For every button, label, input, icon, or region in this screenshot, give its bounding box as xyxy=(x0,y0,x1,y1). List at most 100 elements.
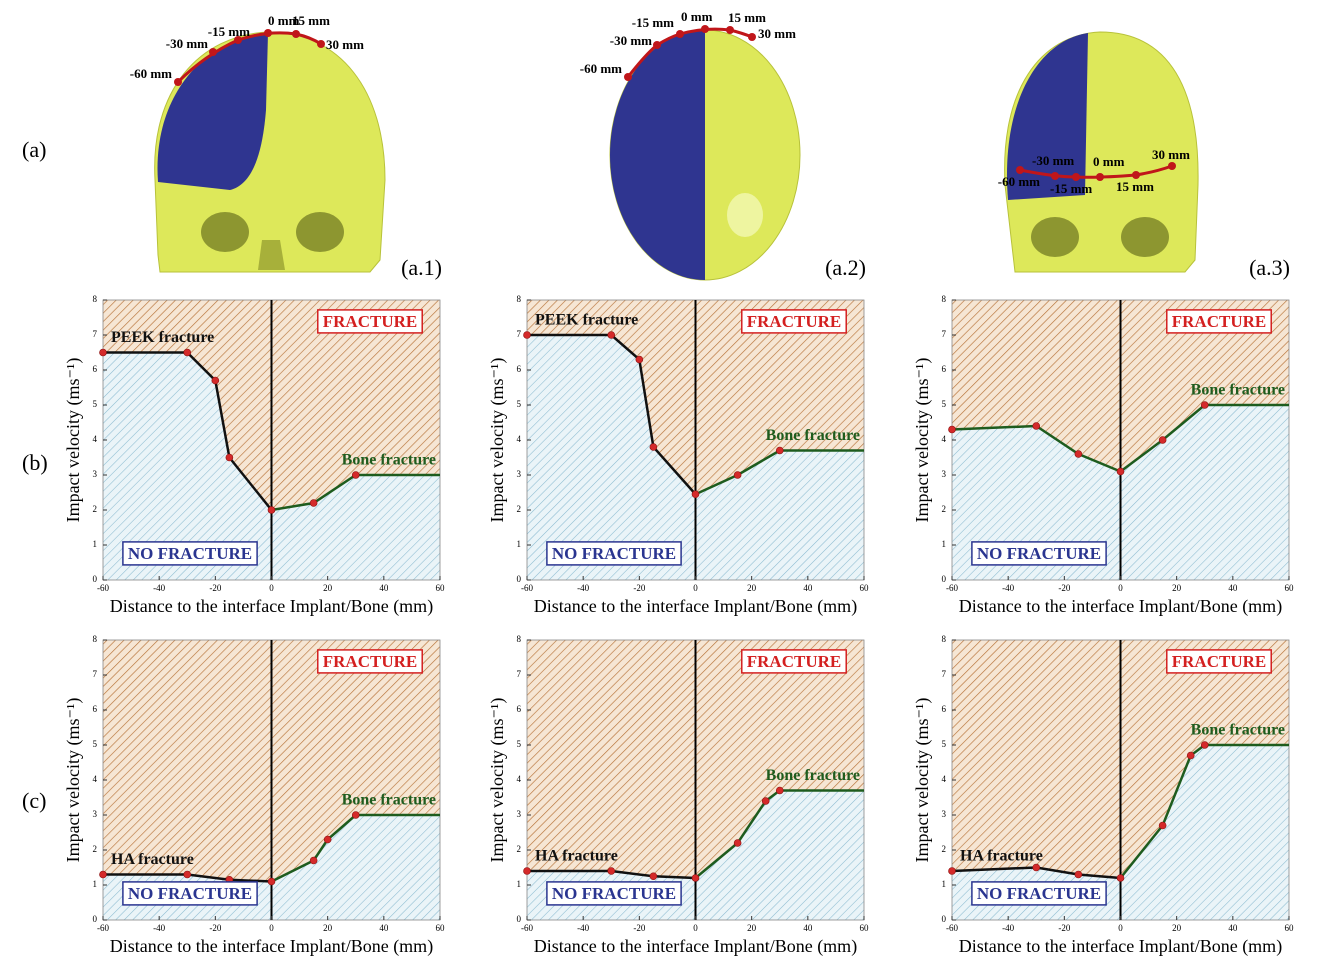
point xyxy=(1075,871,1082,878)
curve-label: PEEK fracture xyxy=(535,312,638,329)
y-axis-label: Impact velocity (ms⁻¹) xyxy=(487,358,508,523)
x-tick-label: 20 xyxy=(323,583,333,593)
y-tick-label: 4 xyxy=(942,774,947,784)
skull-label: 15 mm xyxy=(1116,179,1154,194)
y-tick-label: 1 xyxy=(93,539,98,549)
panel-label: (c) xyxy=(22,788,46,813)
point xyxy=(352,472,359,479)
y-axis-label: Impact velocity (ms⁻¹) xyxy=(912,698,933,863)
y-tick-label: 6 xyxy=(93,704,98,714)
point xyxy=(1187,752,1194,759)
y-tick-label: 5 xyxy=(942,399,947,409)
x-tick-label: 60 xyxy=(1285,923,1295,933)
curve-label: Bone fracture xyxy=(1191,722,1285,739)
skull-label: 15 mm xyxy=(728,10,766,25)
panel-label: (b) xyxy=(22,450,48,475)
point xyxy=(650,444,657,451)
x-tick-label: -60 xyxy=(521,583,533,593)
point xyxy=(1159,437,1166,444)
x-tick-label: -40 xyxy=(1002,923,1014,933)
region-label: NO FRACTURE xyxy=(128,544,252,563)
point xyxy=(1201,742,1208,749)
point xyxy=(100,349,107,356)
point xyxy=(1117,875,1124,882)
curve-label: HA fracture xyxy=(960,848,1043,865)
x-axis-label: Distance to the interface Implant/Bone (… xyxy=(534,596,857,617)
x-tick-label: 0 xyxy=(269,923,274,933)
region-label: FRACTURE xyxy=(1172,312,1266,331)
point xyxy=(949,426,956,433)
y-tick-label: 4 xyxy=(517,774,522,784)
x-tick-label: 40 xyxy=(379,923,389,933)
skull-label: -30 mm xyxy=(610,33,652,48)
point xyxy=(268,878,275,885)
x-tick-label: -60 xyxy=(946,583,958,593)
y-tick-label: 8 xyxy=(942,634,947,644)
point xyxy=(692,875,699,882)
x-tick-label: 20 xyxy=(323,923,333,933)
region-label: FRACTURE xyxy=(323,312,417,331)
curve-label: Bone fracture xyxy=(342,792,436,809)
y-tick-label: 6 xyxy=(517,364,522,374)
y-tick-label: 2 xyxy=(517,844,522,854)
y-tick-label: 1 xyxy=(517,539,522,549)
skull-label: -15 mm xyxy=(632,15,674,30)
skull-label: -30 mm xyxy=(1032,153,1074,168)
x-tick-label: -60 xyxy=(97,583,109,593)
y-axis-label: Impact velocity (ms⁻¹) xyxy=(487,698,508,863)
x-tick-label: -60 xyxy=(946,923,958,933)
x-tick-label: -40 xyxy=(153,923,165,933)
x-axis-label: Distance to the interface Implant/Bone (… xyxy=(959,936,1282,957)
y-tick-label: 4 xyxy=(93,774,98,784)
x-axis-label: Distance to the interface Implant/Bone (… xyxy=(534,936,857,957)
point xyxy=(692,491,699,498)
point xyxy=(1201,402,1208,409)
x-tick-label: -40 xyxy=(153,583,165,593)
x-tick-label: 20 xyxy=(1172,583,1182,593)
y-tick-label: 1 xyxy=(942,879,947,889)
x-tick-label: 20 xyxy=(1172,923,1182,933)
y-tick-label: 8 xyxy=(93,634,98,644)
x-tick-label: -20 xyxy=(1058,583,1070,593)
point xyxy=(184,349,191,356)
skull-label: -60 mm xyxy=(580,61,622,76)
point xyxy=(1075,451,1082,458)
x-axis-label: Distance to the interface Implant/Bone (… xyxy=(110,596,433,617)
y-tick-label: 2 xyxy=(517,504,522,514)
point xyxy=(184,871,191,878)
panel-label: (a) xyxy=(22,137,46,162)
point xyxy=(762,798,769,805)
y-tick-label: 4 xyxy=(93,434,98,444)
y-tick-label: 3 xyxy=(517,469,522,479)
y-axis-label: Impact velocity (ms⁻¹) xyxy=(63,358,84,523)
y-tick-label: 7 xyxy=(517,329,522,339)
skull-label: -15 mm xyxy=(208,24,250,39)
point xyxy=(352,812,359,819)
y-tick-label: 3 xyxy=(942,809,947,819)
skull-label: 30 mm xyxy=(326,37,364,52)
curve-label: Bone fracture xyxy=(766,427,860,444)
region-label: FRACTURE xyxy=(747,652,841,671)
curve-label: HA fracture xyxy=(111,851,194,868)
x-tick-label: 60 xyxy=(1285,583,1295,593)
y-tick-label: 5 xyxy=(517,739,522,749)
y-tick-label: 5 xyxy=(942,739,947,749)
region-label: NO FRACTURE xyxy=(977,544,1101,563)
point xyxy=(100,871,107,878)
x-tick-label: 0 xyxy=(1118,583,1123,593)
y-tick-label: 1 xyxy=(517,879,522,889)
x-tick-label: 60 xyxy=(860,923,870,933)
y-tick-label: 1 xyxy=(93,879,98,889)
skull-label: -30 mm xyxy=(166,36,208,51)
x-tick-label: -20 xyxy=(633,923,645,933)
subpanel-label: (a.1) xyxy=(401,255,442,280)
x-tick-label: -20 xyxy=(633,583,645,593)
point xyxy=(310,500,317,507)
skull-label: 0 mm xyxy=(681,9,713,24)
skull-label: 30 mm xyxy=(1152,147,1190,162)
x-tick-label: 0 xyxy=(693,583,698,593)
skull-label: 15 mm xyxy=(292,13,330,28)
x-tick-label: 40 xyxy=(803,923,813,933)
x-tick-label: 40 xyxy=(803,583,813,593)
skull-label: -60 mm xyxy=(998,174,1040,189)
